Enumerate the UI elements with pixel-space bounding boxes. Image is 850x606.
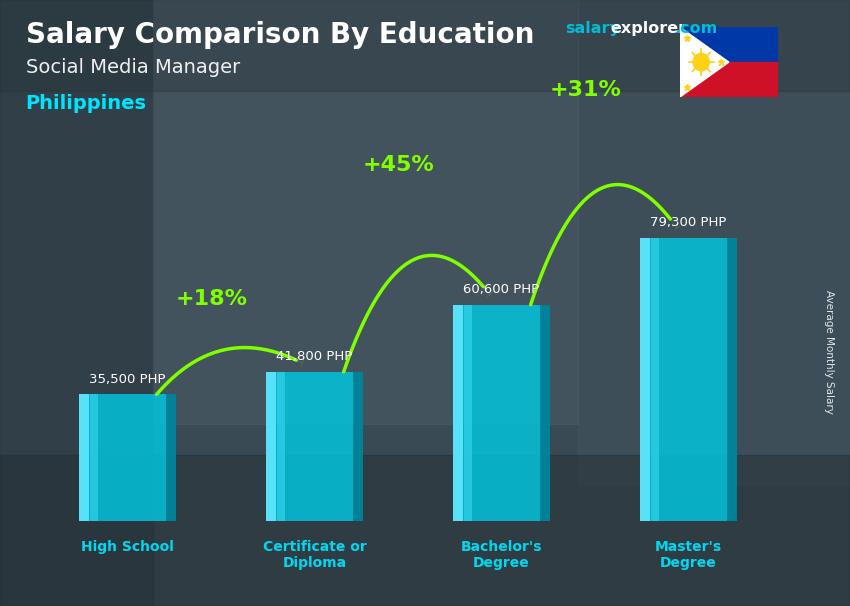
Bar	[464, 305, 473, 521]
Bar	[79, 395, 88, 521]
Bar	[167, 395, 176, 521]
FancyBboxPatch shape	[266, 372, 363, 521]
Bar	[651, 238, 660, 521]
Bar	[728, 238, 737, 521]
Text: +31%: +31%	[550, 80, 621, 100]
Bar	[0, 0, 153, 606]
Circle shape	[693, 53, 709, 71]
Text: 41,800 PHP: 41,800 PHP	[276, 350, 353, 364]
Text: salary: salary	[565, 21, 620, 36]
Text: explorer: explorer	[610, 21, 687, 36]
Bar	[0, 0, 850, 91]
FancyBboxPatch shape	[453, 305, 550, 521]
FancyBboxPatch shape	[640, 238, 737, 521]
Bar	[354, 372, 363, 521]
Text: .com: .com	[674, 21, 717, 36]
Bar	[453, 305, 462, 521]
Bar	[266, 372, 275, 521]
Bar	[541, 305, 550, 521]
Text: 79,300 PHP: 79,300 PHP	[650, 216, 727, 230]
Bar	[153, 0, 578, 424]
Bar	[578, 0, 850, 485]
Bar	[680, 62, 778, 97]
Bar	[0, 454, 850, 606]
Bar	[277, 372, 286, 521]
Text: 35,500 PHP: 35,500 PHP	[89, 373, 166, 386]
Text: Social Media Manager: Social Media Manager	[26, 58, 240, 76]
Text: +45%: +45%	[363, 156, 434, 176]
Text: Philippines: Philippines	[26, 94, 146, 113]
Bar	[640, 238, 649, 521]
Bar	[90, 395, 99, 521]
Bar	[680, 27, 778, 62]
Polygon shape	[680, 27, 728, 97]
Text: 60,600 PHP: 60,600 PHP	[463, 283, 540, 296]
Text: Average Monthly Salary: Average Monthly Salary	[824, 290, 834, 413]
Text: +18%: +18%	[176, 290, 247, 310]
FancyBboxPatch shape	[79, 395, 176, 521]
Text: Salary Comparison By Education: Salary Comparison By Education	[26, 21, 534, 49]
